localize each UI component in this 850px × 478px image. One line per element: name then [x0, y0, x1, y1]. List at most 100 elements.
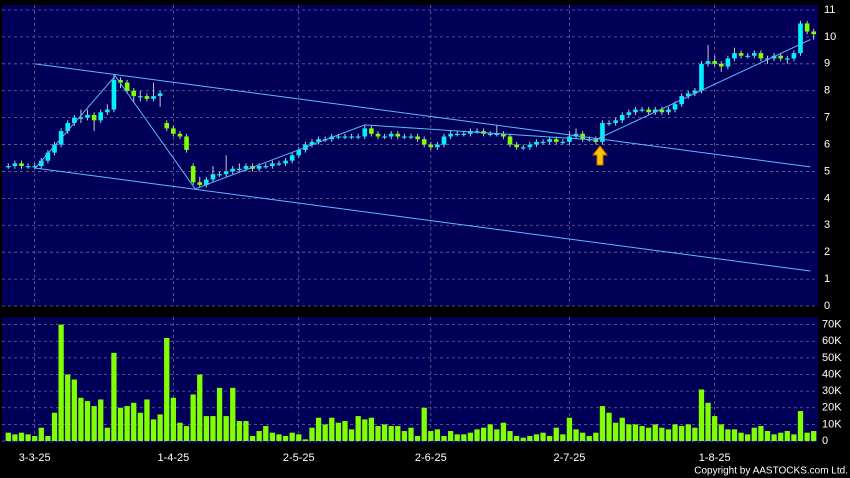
- volume-bar: [646, 427, 652, 441]
- volume-bar: [282, 436, 289, 441]
- volume-bar: [137, 412, 143, 441]
- volume-bar: [78, 397, 84, 441]
- candle-body: [415, 136, 420, 140]
- volume-bar: [302, 439, 309, 441]
- volume-bar: [573, 429, 579, 441]
- y-tick-label: 0: [824, 300, 830, 312]
- candle-body: [507, 136, 513, 145]
- x-tick-label: 2-7-25: [554, 452, 586, 464]
- candle-body: [421, 139, 427, 145]
- volume-bar: [672, 424, 678, 441]
- volume-tick-label: 50K: [822, 352, 842, 364]
- candle-body: [672, 104, 678, 110]
- volume-bar: [144, 399, 150, 441]
- volume-bar: [335, 422, 342, 441]
- volume-bar: [18, 432, 25, 441]
- candle-body: [619, 114, 625, 121]
- volume-bar: [560, 434, 566, 441]
- volume-bar: [599, 406, 606, 441]
- trendline: [34, 39, 811, 190]
- volume-tick-label: 60K: [822, 335, 842, 347]
- candle-body: [131, 90, 137, 97]
- y-tick-label: 11: [824, 4, 835, 16]
- volume-bar: [38, 427, 44, 441]
- candle-body: [78, 117, 84, 119]
- trendline: [34, 63, 811, 168]
- candle-body: [72, 117, 77, 124]
- candle-body: [468, 131, 473, 134]
- volume-bar: [150, 419, 157, 441]
- candle-body: [560, 141, 566, 144]
- volume-bar: [256, 431, 262, 441]
- candle-body: [402, 136, 407, 138]
- volume-bar: [269, 432, 276, 441]
- volume-bar: [778, 432, 784, 441]
- candle-body: [685, 93, 691, 97]
- candle-body: [138, 96, 143, 98]
- volume-bar: [507, 431, 513, 441]
- candle-body: [382, 136, 387, 138]
- volume-bar: [197, 374, 203, 441]
- volume-bar: [84, 401, 91, 441]
- candle-body: [646, 109, 651, 113]
- volume-bar: [494, 429, 500, 441]
- candle-body: [25, 166, 31, 168]
- volume-bar: [441, 436, 447, 441]
- candle-body: [223, 171, 229, 175]
- volume-bar: [348, 429, 355, 441]
- volume-bar: [613, 422, 619, 441]
- x-tick-label: 1-8-25: [699, 452, 731, 464]
- y-tick-label: 8: [824, 85, 830, 97]
- candle-body: [474, 131, 480, 133]
- candle-body: [184, 136, 189, 150]
- volume-bar: [705, 402, 711, 441]
- candle-body: [395, 133, 401, 137]
- candle-body: [784, 58, 790, 60]
- y-tick-label: 7: [824, 112, 830, 124]
- candle-body: [98, 112, 104, 121]
- volume-bar: [745, 434, 751, 441]
- y-tick-label: 2: [824, 246, 830, 258]
- volume-bar: [408, 427, 414, 441]
- candle-body: [454, 133, 460, 135]
- volume-bar: [725, 429, 731, 441]
- volume-bar: [183, 426, 190, 441]
- candle-body: [547, 139, 552, 142]
- volume-bar: [461, 434, 467, 441]
- volume-tick-label: 0: [822, 435, 828, 447]
- volume-bar: [520, 437, 526, 441]
- volume-bar: [368, 417, 375, 441]
- volume-bar: [421, 407, 427, 441]
- candle-body: [705, 61, 711, 64]
- volume-bar: [566, 417, 573, 441]
- volume-bar: [797, 411, 804, 441]
- candle-body: [217, 174, 222, 176]
- volume-bar: [98, 399, 104, 441]
- candle-body: [124, 82, 130, 91]
- volume-bar: [758, 426, 764, 441]
- candle-body: [204, 179, 209, 185]
- y-tick-label: 5: [824, 165, 830, 177]
- candle-body: [85, 114, 90, 118]
- volume-bar: [401, 431, 408, 441]
- candle-body: [336, 136, 341, 138]
- volume-bar: [104, 427, 110, 441]
- layer: 0 1 2 3 4 5 6 7 8 9 10 11 0 10K 20K 30K 40K 50K 60K 70K 3-3-…: [2, 4, 842, 464]
- candle-body: [712, 61, 717, 64]
- volume-bar: [771, 434, 777, 441]
- volume-bar: [91, 406, 97, 441]
- candle-body: [765, 58, 770, 60]
- candle-body: [171, 128, 176, 134]
- candle-body: [633, 109, 638, 113]
- volume-bar: [811, 431, 817, 441]
- volume-bar: [236, 421, 242, 441]
- candle-body: [270, 163, 275, 167]
- volume-bar: [414, 436, 421, 441]
- volume-bar: [652, 424, 658, 441]
- candle-body: [309, 141, 315, 145]
- volume-tick-label: 30K: [822, 385, 842, 397]
- volume-bar: [322, 424, 328, 441]
- candle-body: [256, 166, 262, 169]
- volume-bar: [190, 394, 196, 441]
- volume-bar: [553, 427, 559, 441]
